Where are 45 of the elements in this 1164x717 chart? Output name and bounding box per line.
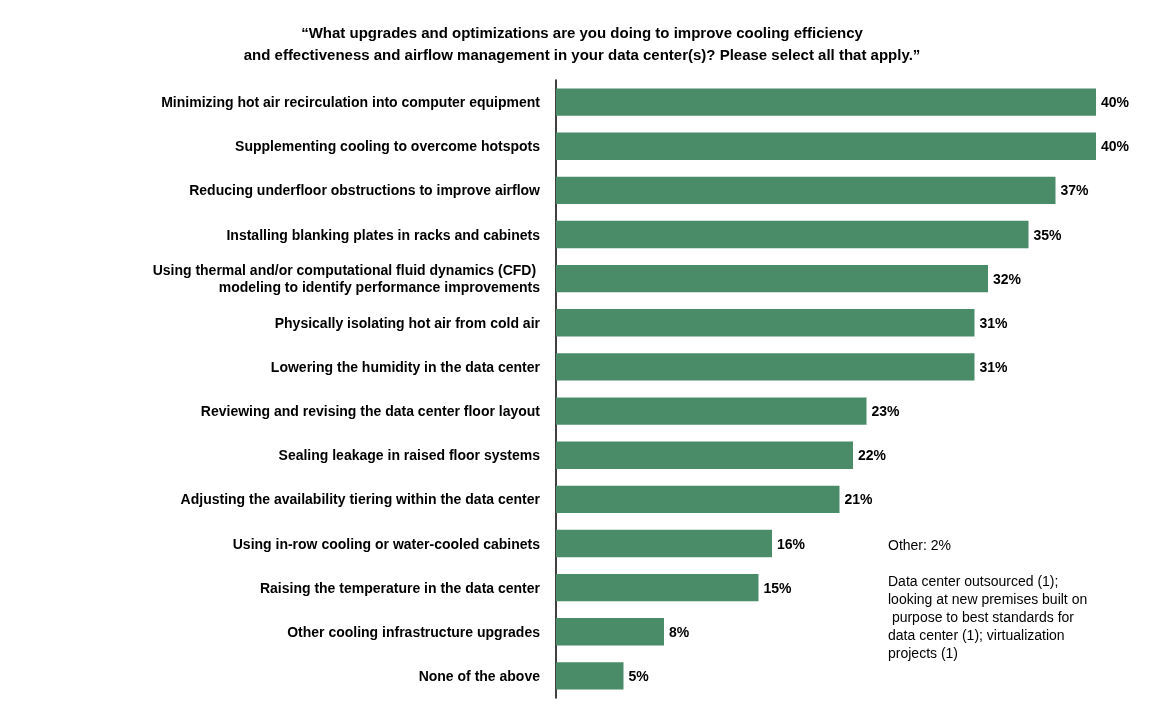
annotation: Data center outsourced (1); looking at new premises built on purpose to best standards for data center (1); virtualization projects (1) [888, 573, 1088, 661]
bar [556, 618, 664, 646]
bar [556, 485, 840, 514]
y-tick-label: Using in-row cooling or water-cooled cabinets [232, 535, 541, 552]
data-label: 32% [993, 270, 1022, 287]
bar [556, 573, 759, 602]
y-tick-label: Sealing leakage in raised floor systems [278, 447, 541, 464]
data-label: 35% [1033, 226, 1063, 243]
data-label: 15% [763, 579, 793, 596]
data-label: 31% [979, 314, 1009, 331]
bar [556, 264, 988, 293]
bar [556, 662, 624, 690]
y-tick-label: Lowering the humidity in the data center [270, 358, 541, 375]
bar [556, 397, 867, 425]
bar [556, 220, 1029, 249]
data-label: 5% [628, 667, 650, 684]
bar [556, 309, 975, 337]
bar [556, 88, 1096, 116]
y-tick-label: Supplementing cooling to overcome hotspots [235, 138, 541, 155]
data-label: 16% [777, 535, 806, 552]
y-tick-label: Minimizing hot air recirculation into computer equipment [161, 94, 541, 111]
data-label: 31% [979, 358, 1009, 375]
y-tick-label: Raising the temperature in the data center [259, 579, 541, 596]
y-tick-label: Installing blanking plates in racks and cabinets [226, 226, 541, 243]
bar [556, 353, 975, 381]
y-tick-label: None of the above [418, 667, 541, 684]
bar [556, 132, 1096, 160]
y-tick-label: Reducing underfloor obstructions to improve airflow [189, 182, 541, 199]
data-label: 23% [871, 403, 901, 420]
annotation: Other: 2% [888, 537, 952, 553]
data-label: 40% [1101, 138, 1130, 155]
y-tick-label: Using thermal and/or computational fluid dynamics (CFD) modeling to identify performance improvements [152, 262, 541, 296]
chart-title: “What upgrades and optimizations are you doing to improve cooling efficiency and effectiveness and airflow management in your data center(s)? Please select all that apply.” [243, 23, 921, 63]
bar [556, 441, 853, 469]
bar [556, 176, 1056, 205]
data-label: 8% [669, 623, 690, 640]
data-label: 37% [1060, 182, 1090, 199]
data-label: 22% [858, 447, 887, 464]
data-label: 40% [1101, 94, 1130, 111]
data-label: 21% [844, 491, 874, 508]
y-tick-label: Reviewing and revising the data center floor layout [200, 403, 541, 420]
y-tick-label: Adjusting the availability tiering within the data center [180, 491, 541, 508]
bar [556, 529, 772, 558]
y-tick-label: Physically isolating hot air from cold air [274, 314, 541, 331]
y-tick-label: Other cooling infrastructure upgrades [287, 623, 541, 640]
